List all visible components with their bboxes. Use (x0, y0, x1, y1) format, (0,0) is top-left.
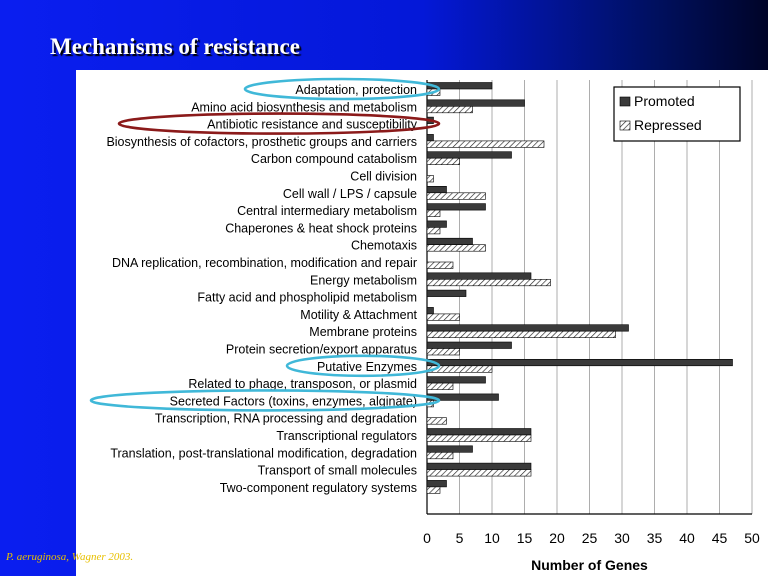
category-label: Two-component regulatory systems (220, 481, 417, 495)
category-label: Fatty acid and phospholipid metabolism (197, 291, 417, 305)
bar-repressed (426, 192, 486, 200)
x-tick-label: 20 (549, 530, 565, 546)
category-label: DNA replication, recombination, modifica… (112, 256, 417, 270)
x-tick-label: 30 (614, 530, 630, 546)
chart-panel (76, 70, 768, 576)
legend-label-repressed: Repressed (634, 117, 702, 133)
category-label: Amino acid biosynthesis and metabolism (191, 100, 417, 114)
category-label: Transcription, RNA processing and degrad… (155, 412, 417, 426)
bar-promoted (426, 203, 486, 211)
category-label: Transport of small molecules (258, 464, 417, 478)
x-tick-label: 40 (679, 530, 695, 546)
category-label: Related to phage, transposon, or plasmid (188, 377, 417, 391)
category-label: Adaptation, protection (295, 83, 417, 97)
bar-promoted (426, 445, 473, 453)
bar-repressed (426, 157, 460, 165)
bar-repressed (426, 278, 551, 287)
category-label: Motility & Attachment (300, 308, 417, 322)
category-label: Translation, post-translational modifica… (110, 446, 417, 460)
bar-repressed (426, 486, 441, 494)
bar-promoted (426, 307, 434, 315)
category-label: Cell division (350, 170, 417, 184)
bar-promoted (426, 428, 532, 436)
bar-promoted (426, 480, 447, 488)
bar-repressed (426, 417, 447, 425)
bar-promoted (426, 341, 512, 349)
slide-title: Mechanisms of resistance (50, 34, 300, 59)
bar-repressed (426, 330, 616, 339)
category-label: Central intermediary metabolism (237, 204, 417, 218)
bar-promoted (426, 324, 629, 332)
category-label: Cell wall / LPS / capsule (283, 187, 417, 201)
x-tick-label: 0 (423, 530, 431, 546)
bar-repressed (426, 365, 493, 373)
bar-repressed (426, 175, 434, 183)
bar-promoted (426, 134, 434, 142)
category-label: Membrane proteins (309, 325, 417, 339)
category-label: Chaperones & heat shock proteins (225, 221, 417, 235)
category-label: Putative Enzymes (317, 360, 417, 374)
bar-repressed (426, 261, 454, 269)
x-tick-label: 25 (582, 530, 598, 546)
bar-repressed (426, 209, 441, 217)
bar-repressed (426, 434, 532, 442)
bar-repressed (426, 469, 532, 477)
category-label: Chemotaxis (351, 239, 417, 253)
bar-repressed (426, 382, 454, 390)
legend-box (613, 86, 741, 142)
legend-label-promoted: Promoted (634, 93, 695, 109)
category-label: Secreted Factors (toxins, enzymes, algin… (170, 394, 417, 408)
bar-promoted (426, 186, 447, 194)
bar-promoted (426, 376, 486, 384)
bar-promoted (426, 289, 467, 297)
bar-repressed (426, 244, 486, 252)
category-label: Transcriptional regulators (276, 429, 417, 443)
category-label: Energy metabolism (310, 273, 417, 287)
bar-promoted (426, 358, 733, 367)
highlight-ellipse (117, 112, 441, 135)
highlight-ellipse (243, 77, 441, 101)
x-tick-label: 10 (484, 530, 500, 546)
bar-promoted (426, 272, 532, 280)
x-axis-label: Number of Genes (531, 557, 648, 573)
category-label: Antibiotic resistance and susceptibility (207, 118, 418, 132)
bar-repressed (426, 313, 460, 321)
highlight-ellipse (89, 389, 441, 412)
bar-promoted (426, 237, 473, 245)
category-label: Carbon compound catabolism (251, 152, 417, 166)
bar-promoted (426, 462, 532, 470)
x-tick-label: 45 (712, 530, 728, 546)
bar-repressed (426, 140, 545, 148)
legend-swatch-repressed (619, 120, 631, 131)
category-label: Biosynthesis of cofactors, prosthetic gr… (106, 135, 417, 149)
bar-promoted (426, 99, 525, 107)
bar-promoted (426, 82, 493, 90)
x-tick-label: 35 (647, 530, 663, 546)
legend-swatch-promoted (619, 96, 631, 107)
x-tick-label: 50 (744, 530, 760, 546)
source-credit: P. aeruginosa, Wagner 2003. (6, 551, 134, 563)
bar-promoted (426, 220, 447, 228)
bar-promoted (426, 151, 512, 159)
x-tick-label: 5 (456, 530, 464, 546)
bar-repressed (426, 106, 473, 114)
bar-repressed (426, 451, 454, 460)
bar-repressed (426, 348, 460, 356)
category-label: Protein secretion/export apparatus (226, 343, 417, 357)
highlight-ellipse (285, 354, 441, 378)
x-tick-label: 15 (517, 530, 533, 546)
bar-repressed (426, 227, 441, 235)
